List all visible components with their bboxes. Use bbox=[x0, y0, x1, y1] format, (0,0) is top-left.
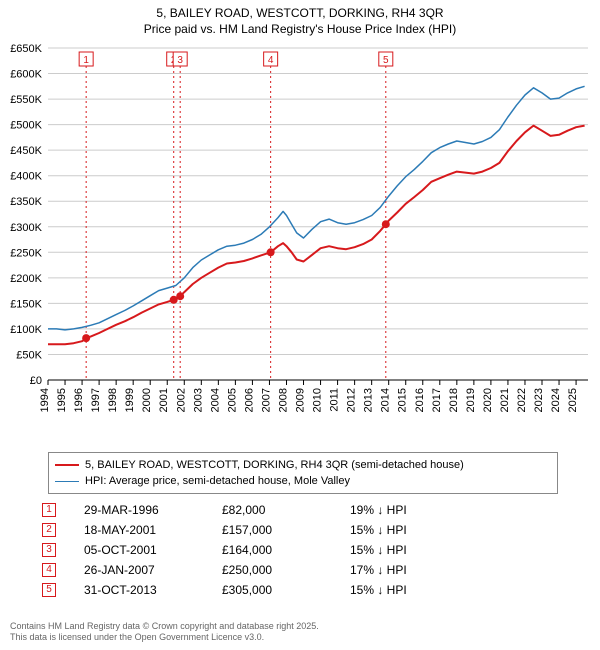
transaction-date: 31-OCT-2013 bbox=[84, 583, 194, 597]
legend-row: HPI: Average price, semi-detached house,… bbox=[55, 473, 551, 489]
transaction-price: £164,000 bbox=[222, 543, 322, 557]
transaction-marker: 1 bbox=[42, 503, 56, 517]
svg-text:2023: 2023 bbox=[533, 388, 545, 412]
attribution-line-2: This data is licensed under the Open Gov… bbox=[10, 632, 319, 644]
svg-text:2005: 2005 bbox=[226, 388, 238, 412]
svg-text:£550K: £550K bbox=[10, 94, 42, 106]
svg-text:1994: 1994 bbox=[39, 388, 51, 412]
svg-text:2010: 2010 bbox=[312, 388, 324, 412]
svg-text:£600K: £600K bbox=[10, 69, 42, 81]
svg-text:1996: 1996 bbox=[73, 388, 85, 412]
transaction-delta: 17% ↓ HPI bbox=[350, 563, 470, 577]
svg-text:5: 5 bbox=[383, 55, 389, 66]
transaction-row: 5 31-OCT-2013 £305,000 15% ↓ HPI bbox=[42, 580, 558, 600]
transaction-row: 3 05-OCT-2001 £164,000 15% ↓ HPI bbox=[42, 540, 558, 560]
svg-text:2022: 2022 bbox=[516, 388, 528, 412]
transactions-table: 1 29-MAR-1996 £82,000 19% ↓ HPI 2 18-MAY-2001… bbox=[42, 500, 558, 600]
svg-text:1995: 1995 bbox=[56, 388, 68, 412]
legend-row: 5, BAILEY ROAD, WESTCOTT, DORKING, RH4 3… bbox=[55, 457, 551, 473]
svg-text:2012: 2012 bbox=[346, 388, 358, 412]
svg-text:£450K: £450K bbox=[10, 145, 42, 157]
transaction-delta: 15% ↓ HPI bbox=[350, 543, 470, 557]
legend-swatch bbox=[55, 464, 79, 466]
svg-text:2025: 2025 bbox=[567, 388, 579, 412]
svg-text:2004: 2004 bbox=[209, 388, 221, 412]
svg-text:1999: 1999 bbox=[124, 388, 136, 412]
attribution-line-1: Contains HM Land Registry data © Crown c… bbox=[10, 621, 319, 633]
transaction-date: 05-OCT-2001 bbox=[84, 543, 194, 557]
svg-text:2000: 2000 bbox=[141, 388, 153, 412]
svg-text:3: 3 bbox=[177, 55, 183, 66]
svg-text:2007: 2007 bbox=[260, 388, 272, 412]
svg-text:£250K: £250K bbox=[10, 247, 42, 259]
svg-text:£200K: £200K bbox=[10, 273, 42, 285]
svg-text:1998: 1998 bbox=[107, 388, 119, 412]
svg-text:2019: 2019 bbox=[465, 388, 477, 412]
title-line-1: 5, BAILEY ROAD, WESTCOTT, DORKING, RH4 3… bbox=[0, 6, 600, 22]
svg-text:2008: 2008 bbox=[277, 388, 289, 412]
legend-label: HPI: Average price, semi-detached house,… bbox=[85, 475, 350, 487]
svg-text:2014: 2014 bbox=[380, 388, 392, 412]
transaction-row: 2 18-MAY-2001 £157,000 15% ↓ HPI bbox=[42, 520, 558, 540]
chart-area: £0 £50K £100K £150K £200K £250K £300K £350K £400… bbox=[0, 40, 600, 440]
transaction-marker: 2 bbox=[42, 523, 56, 537]
svg-text:£300K: £300K bbox=[10, 222, 42, 234]
transaction-price: £82,000 bbox=[222, 503, 322, 517]
transaction-date: 29-MAR-1996 bbox=[84, 503, 194, 517]
chart-container: 5, BAILEY ROAD, WESTCOTT, DORKING, RH4 3… bbox=[0, 0, 600, 650]
svg-text:2017: 2017 bbox=[431, 388, 443, 412]
svg-text:£50K: £50K bbox=[16, 349, 42, 361]
svg-text:2006: 2006 bbox=[243, 388, 255, 412]
transaction-marker: 5 bbox=[42, 583, 56, 597]
transaction-date: 26-JAN-2007 bbox=[84, 563, 194, 577]
svg-text:2015: 2015 bbox=[397, 388, 409, 412]
svg-text:2001: 2001 bbox=[158, 388, 170, 412]
svg-text:1: 1 bbox=[83, 55, 89, 66]
transaction-row: 1 29-MAR-1996 £82,000 19% ↓ HPI bbox=[42, 500, 558, 520]
svg-text:2018: 2018 bbox=[448, 388, 460, 412]
svg-text:2024: 2024 bbox=[550, 388, 562, 412]
transaction-price: £305,000 bbox=[222, 583, 322, 597]
svg-text:2011: 2011 bbox=[329, 388, 341, 412]
title-line-2: Price paid vs. HM Land Registry's House … bbox=[0, 22, 600, 38]
legend-label: 5, BAILEY ROAD, WESTCOTT, DORKING, RH4 3… bbox=[85, 459, 464, 471]
svg-text:2009: 2009 bbox=[295, 388, 307, 412]
chart-svg: £0 £50K £100K £150K £200K £250K £300K £350K £400… bbox=[0, 40, 600, 440]
transaction-delta: 15% ↓ HPI bbox=[350, 583, 470, 597]
transaction-marker: 3 bbox=[42, 543, 56, 557]
transaction-price: £250,000 bbox=[222, 563, 322, 577]
svg-text:£150K: £150K bbox=[10, 298, 42, 310]
transaction-delta: 15% ↓ HPI bbox=[350, 523, 470, 537]
svg-text:£650K: £650K bbox=[10, 43, 42, 55]
svg-text:2020: 2020 bbox=[482, 388, 494, 412]
transaction-date: 18-MAY-2001 bbox=[84, 523, 194, 537]
transaction-price: £157,000 bbox=[222, 523, 322, 537]
svg-text:2016: 2016 bbox=[414, 388, 426, 412]
svg-text:1997: 1997 bbox=[90, 388, 102, 412]
svg-text:£0: £0 bbox=[30, 375, 42, 387]
svg-text:2021: 2021 bbox=[499, 388, 511, 412]
transaction-row: 4 26-JAN-2007 £250,000 17% ↓ HPI bbox=[42, 560, 558, 580]
svg-text:2003: 2003 bbox=[192, 388, 204, 412]
transaction-delta: 19% ↓ HPI bbox=[350, 503, 470, 517]
attribution: Contains HM Land Registry data © Crown c… bbox=[10, 621, 319, 644]
svg-text:£400K: £400K bbox=[10, 171, 42, 183]
svg-text:£100K: £100K bbox=[10, 324, 42, 336]
svg-text:2002: 2002 bbox=[175, 388, 187, 412]
legend-swatch bbox=[55, 481, 79, 482]
svg-text:2013: 2013 bbox=[363, 388, 375, 412]
svg-text:4: 4 bbox=[268, 55, 274, 66]
legend: 5, BAILEY ROAD, WESTCOTT, DORKING, RH4 3… bbox=[48, 452, 558, 494]
svg-text:£350K: £350K bbox=[10, 196, 42, 208]
chart-title: 5, BAILEY ROAD, WESTCOTT, DORKING, RH4 3… bbox=[0, 0, 600, 37]
transaction-marker: 4 bbox=[42, 563, 56, 577]
svg-text:£500K: £500K bbox=[10, 120, 42, 132]
